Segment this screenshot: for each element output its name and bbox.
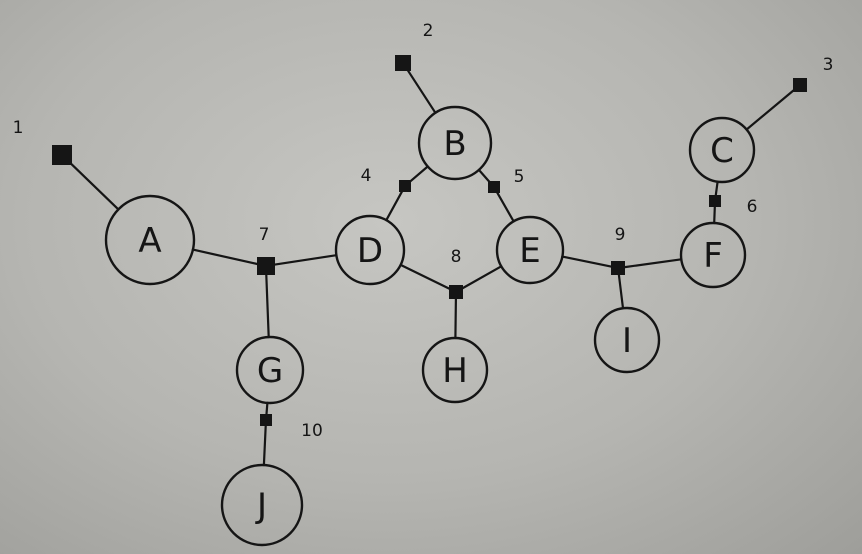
junction-label: 10 xyxy=(301,421,323,441)
node-j: J xyxy=(220,463,304,547)
node-circle xyxy=(220,463,304,547)
junction-4: 4 xyxy=(361,166,411,192)
node-label: I xyxy=(622,321,632,361)
junction-label: 7 xyxy=(259,225,270,245)
node-layer: A B C D E F G H I J xyxy=(104,105,756,547)
edge-9-F xyxy=(623,258,683,269)
junction-square xyxy=(449,285,463,299)
junction-square xyxy=(709,195,721,207)
junction-10: 10 xyxy=(260,414,323,441)
node-label: A xyxy=(138,221,161,261)
edge-6-C xyxy=(714,180,719,197)
junction-square xyxy=(260,414,272,426)
node-label: D xyxy=(357,231,383,271)
edge-1-A xyxy=(68,160,120,211)
junction-layer: 1 2 3 4 5 6 7 8 9 10 xyxy=(13,21,834,441)
node-f: F xyxy=(679,221,747,289)
junction-label: 5 xyxy=(514,167,525,187)
edge-D-4 xyxy=(385,190,404,222)
junction-label: 2 xyxy=(423,21,434,41)
junction-7: 7 xyxy=(257,225,275,275)
edge-5-E xyxy=(495,191,515,223)
junction-1: 1 xyxy=(13,118,72,165)
edge-8-E xyxy=(461,265,503,290)
node-g: G xyxy=(235,335,305,405)
junction-label: 1 xyxy=(13,118,24,138)
junction-5: 5 xyxy=(488,167,524,193)
node-label: F xyxy=(703,236,723,276)
node-circle xyxy=(334,214,406,286)
node-circle xyxy=(495,215,565,285)
junction-label: 6 xyxy=(747,197,758,217)
edge-9-I xyxy=(617,273,625,310)
edge-10-J xyxy=(262,424,267,467)
node-circle xyxy=(679,221,747,289)
node-d: D xyxy=(334,214,406,286)
edge-layer xyxy=(68,68,796,467)
junction-3: 3 xyxy=(793,55,833,92)
edge-4-B xyxy=(408,165,429,184)
edge-7-D xyxy=(273,254,338,266)
junction-label: 4 xyxy=(361,166,372,186)
node-label: E xyxy=(519,231,540,271)
node-circle xyxy=(421,336,489,404)
node-circle xyxy=(104,194,196,286)
edge-7-G xyxy=(265,273,270,339)
junction-2: 2 xyxy=(395,21,433,71)
junction-square xyxy=(488,181,500,193)
node-label: J xyxy=(255,486,267,526)
edge-B-5 xyxy=(477,168,492,184)
edge-G-10 xyxy=(265,401,269,416)
node-label: G xyxy=(257,351,283,391)
edge-8-H xyxy=(454,297,457,340)
node-circle xyxy=(235,335,305,405)
junction-square xyxy=(52,145,72,165)
junction-8: 8 xyxy=(449,247,463,299)
junction-square xyxy=(793,78,807,92)
edge-C-3 xyxy=(745,88,796,131)
junction-label: 9 xyxy=(615,225,626,245)
node-h: H xyxy=(421,336,489,404)
edge-F-6 xyxy=(713,205,716,225)
junction-square xyxy=(395,55,411,71)
edge-D-8 xyxy=(399,263,451,290)
edge-E-9 xyxy=(561,255,613,268)
node-label: H xyxy=(442,351,468,391)
node-a: A xyxy=(104,194,196,286)
junction-label: 3 xyxy=(823,55,834,75)
node-circle xyxy=(417,105,493,181)
node-e: E xyxy=(495,215,565,285)
node-circle xyxy=(593,306,661,374)
junction-square xyxy=(399,180,411,192)
edge-B-2 xyxy=(406,68,437,114)
node-c: C xyxy=(688,116,756,184)
node-b: B xyxy=(417,105,493,181)
junction-9: 9 xyxy=(611,225,625,275)
junction-label: 8 xyxy=(451,247,462,267)
junction-square xyxy=(257,257,275,275)
node-i: I xyxy=(593,306,661,374)
node-label: B xyxy=(443,124,466,164)
edge-A-7 xyxy=(191,248,259,266)
junction-square xyxy=(611,261,625,275)
node-circle xyxy=(688,116,756,184)
junction-6: 6 xyxy=(709,195,757,217)
node-label: C xyxy=(710,131,734,171)
